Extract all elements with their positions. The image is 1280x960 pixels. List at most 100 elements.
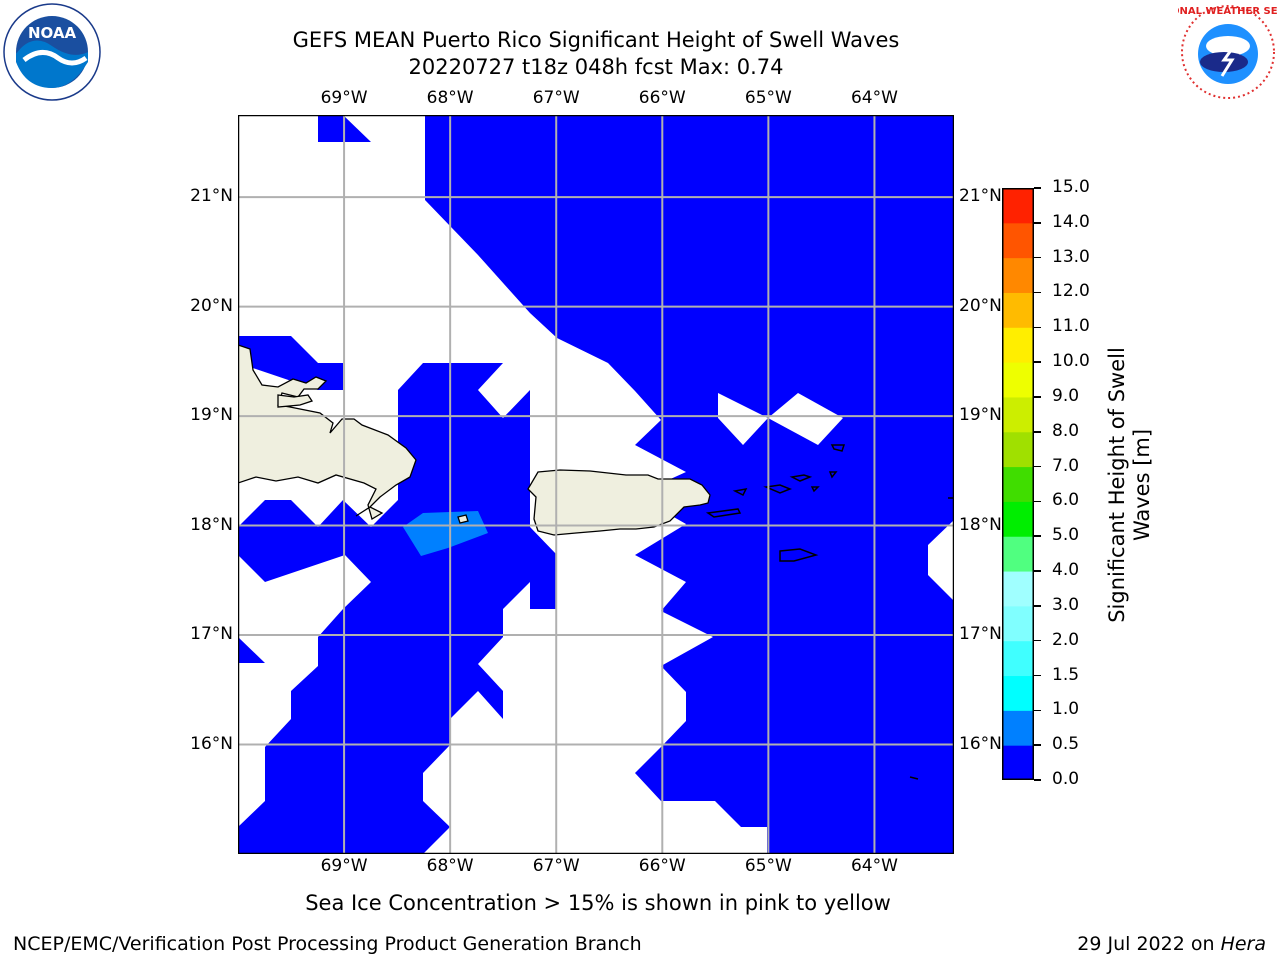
lat-label-left: 19°N (190, 405, 233, 426)
colorbar (1002, 188, 1034, 780)
lat-label-right: 17°N (959, 624, 1002, 645)
colorbar-tick-label: 6.0 (1052, 490, 1080, 511)
colorbar-label-line1: Significant Height of Swell (1105, 347, 1129, 623)
lon-label-top: 67°W (532, 88, 580, 108)
colorbar-tick-mark (1034, 256, 1041, 259)
footer-machine: Hera (1220, 933, 1266, 955)
island-outlines (705, 444, 954, 780)
lon-label-bottom: 65°W (744, 856, 792, 876)
nws-logo: NATIONAL WEATHER SERVICE (1145, 2, 1280, 102)
colorbar-tick-mark (1034, 709, 1041, 712)
colorbar-swatch (1002, 605, 1034, 642)
colorbar-tick-label: 9.0 (1052, 385, 1080, 406)
colorbar-tick-label: 15.0 (1052, 177, 1090, 197)
colorbar-swatch (1002, 222, 1034, 259)
colorbar-swatch (1002, 362, 1034, 398)
colorbar-tick-mark (1034, 639, 1041, 642)
lat-label-right: 16°N (959, 733, 1002, 754)
colorbar-tick-label: 5.0 (1052, 525, 1080, 546)
colorbar-swatch (1002, 745, 1034, 780)
colorbar-swatch (1002, 327, 1034, 363)
swell-height-map (238, 115, 954, 854)
lon-label-bottom: 64°W (850, 856, 898, 876)
colorbar-tick-label: 11.0 (1052, 316, 1090, 337)
lat-label-right: 20°N (959, 295, 1002, 316)
colorbar-tick-label: 7.0 (1052, 455, 1080, 476)
noaa-logo-text: NOAA (28, 24, 77, 42)
map-subtitle: 20220727 t18z 048h fcst Max: 0.74 (408, 55, 784, 79)
colorbar-swatch (1002, 675, 1034, 711)
nws-logo-text: NATIONAL WEATHER SERVICE (1178, 6, 1278, 17)
lon-label-bottom: 68°W (426, 856, 474, 876)
lat-label-right: 21°N (959, 186, 1002, 207)
colorbar-tick-mark (1034, 431, 1041, 433)
colorbar-tick-mark (1034, 605, 1041, 607)
lat-label-left: 16°N (190, 733, 233, 754)
colorbar-bar (1002, 188, 1034, 780)
colorbar-tick-mark (1034, 326, 1041, 329)
colorbar-frame (1002, 188, 1034, 780)
lon-label-top: 64°W (850, 88, 898, 108)
colorbar-tick-mark (1034, 361, 1041, 363)
colorbar-swatch (1002, 257, 1034, 293)
colorbar-swatch (1002, 640, 1034, 677)
lat-label-left: 17°N (190, 624, 233, 645)
lon-label-top: 69°W (320, 88, 368, 108)
lat-label-right: 18°N (959, 514, 1002, 535)
footer-credit: NCEP/EMC/Verification Post Processing Pr… (13, 933, 642, 955)
footer-date: 29 Jul 2022 on Hera (1077, 933, 1266, 955)
colorbar-tick-label: 13.0 (1052, 246, 1090, 267)
colorbar-tick-mark (1034, 535, 1041, 537)
colorbar-swatch (1002, 571, 1034, 607)
colorbar-tick-mark (1034, 291, 1041, 294)
land-masses (238, 344, 711, 536)
lon-label-bottom: 69°W (320, 856, 368, 876)
colorbar-tick-label: 1.5 (1052, 664, 1080, 685)
colorbar-tick-label: 0.5 (1052, 734, 1080, 755)
colorbar-swatch (1002, 710, 1034, 746)
colorbar-swatch (1002, 536, 1034, 572)
colorbar-tick-mark (1034, 465, 1041, 468)
lat-label-left: 18°N (190, 514, 233, 535)
footer-date-text: 29 Jul 2022 on (1077, 933, 1221, 955)
lat-label-left: 21°N (190, 186, 233, 207)
map-title: GEFS MEAN Puerto Rico Significant Height… (292, 28, 900, 52)
lon-label-bottom: 66°W (638, 856, 686, 876)
colorbar-swatch (1002, 188, 1034, 224)
colorbar-tick-label: 14.0 (1052, 211, 1090, 232)
lat-label-right: 19°N (959, 405, 1002, 426)
colorbar-swatch (1002, 466, 1034, 502)
colorbar-tick-mark (1034, 500, 1041, 503)
colorbar-tick-label: 12.0 (1052, 281, 1090, 302)
colorbar-tick-mark (1034, 744, 1041, 746)
lon-label-top: 68°W (426, 88, 474, 108)
lat-label-left: 20°N (190, 295, 233, 316)
colorbar-tick-label: 8.0 (1052, 420, 1080, 441)
colorbar-tick-label: 4.0 (1052, 560, 1080, 581)
colorbar-tick-label: 1.0 (1052, 699, 1080, 720)
colorbar-tick-label: 2.0 (1052, 629, 1080, 650)
colorbar-tick-mark (1034, 570, 1041, 572)
colorbar-label: Significant Height of Swell Waves [m] (1105, 347, 1155, 623)
colorbar-label-line2: Waves [m] (1130, 428, 1154, 542)
noaa-logo: NOAA (2, 2, 102, 102)
colorbar-tick-label: 0.0 (1052, 769, 1080, 789)
colorbar-swatch (1002, 501, 1034, 537)
colorbar-swatch (1002, 431, 1034, 468)
colorbar-tick-mark (1034, 222, 1041, 224)
map-panel (238, 115, 954, 854)
colorbar-tick-label: 3.0 (1052, 594, 1080, 615)
sea-ice-note: Sea Ice Concentration > 15% is shown in … (305, 891, 891, 915)
graticule (238, 115, 954, 854)
colorbar-tick-mark (1034, 187, 1041, 189)
lon-label-top: 65°W (744, 88, 792, 108)
map-frame (238, 115, 954, 854)
colorbar-swatch (1002, 396, 1034, 433)
colorbar-tick-label: 10.0 (1052, 351, 1090, 372)
colorbar-tick-mark (1034, 396, 1041, 398)
colorbar-tick-mark (1034, 779, 1041, 781)
lon-label-bottom: 67°W (532, 856, 580, 876)
colorbar-swatch (1002, 292, 1034, 328)
colorbar-tick-mark (1034, 674, 1041, 677)
lon-label-top: 66°W (638, 88, 686, 108)
